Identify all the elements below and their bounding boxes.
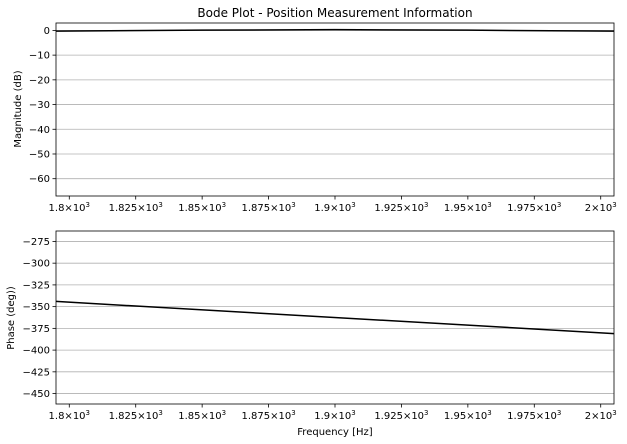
phase-x-tick-label: 1.95×103 [444,409,492,422]
phase-y-tick-label: −350 [23,302,50,313]
magnitude-y-tick-label: −20 [29,75,50,86]
phase-y-tick-label: −300 [23,259,50,270]
magnitude-ticks: 0 −10 −20 −30 −40 −50 −60 1.8×103 1.825×103 1.85×… [29,26,617,214]
phase-x-tick-label: 1.9×103 [314,409,355,422]
magnitude-axes-frame [55,22,615,197]
phase-x-tick-label: 1.875×103 [241,409,295,422]
phase-y-tick-label: −275 [23,237,50,248]
phase-y-tick-label: −325 [23,280,50,291]
phase-x-tick-label: 2×103 [585,409,617,422]
phase-x-tick-label: 1.825×103 [109,409,163,422]
chart-title: Bode Plot - Position Measurement Informa… [197,6,472,20]
magnitude-y-axis-label: Magnitude (dB) [13,70,24,147]
phase-x-tick-label: 1.85×103 [178,409,226,422]
magnitude-series-line [55,28,615,32]
magnitude-x-tick-label: 1.875×103 [241,201,295,214]
x-axis-label: Frequency [Hz] [297,427,373,438]
magnitude-y-tick-label: −30 [29,100,50,111]
phase-ticks: −275 −300 −325 −350 −375 −400 −425 −450 1.8×103 1… [23,237,617,422]
phase-y-tick-label: −375 [23,324,50,335]
phase-axes-frame [55,230,615,405]
phase-plot: Phase (deg)) Frequency [Hz] −275 −300 −325… [6,230,617,438]
phase-x-tick-label: 1.8×103 [49,409,90,422]
magnitude-y-tick-label: −40 [29,125,50,136]
magnitude-x-tick-label: 1.85×103 [178,201,226,214]
magnitude-x-tick-label: 2×103 [585,201,617,214]
magnitude-y-tick-label: −10 [29,51,50,62]
magnitude-x-tick-label: 1.825×103 [109,201,163,214]
phase-series [55,300,615,335]
magnitude-x-tick-label: 1.8×103 [49,201,90,214]
magnitude-x-tick-label: 1.9×103 [314,201,355,214]
phase-y-tick-label: −400 [23,346,50,357]
phase-y-tick-label: −450 [23,389,50,400]
phase-series-line [55,300,615,335]
magnitude-x-tick-label: 1.925×103 [374,201,428,214]
phase-x-tick-label: 1.925×103 [374,409,428,422]
magnitude-x-tick-label: 1.975×103 [507,201,561,214]
magnitude-y-tick-label: 0 [44,26,50,37]
magnitude-y-tick-label: −60 [29,174,50,185]
magnitude-x-tick-label: 1.95×103 [444,201,492,214]
phase-y-axis-label: Phase (deg)) [6,286,17,350]
phase-x-tick-label: 1.975×103 [507,409,561,422]
magnitude-plot: Bode Plot - Position Measurement Informa… [13,6,617,214]
magnitude-series [55,28,615,32]
phase-y-tick-label: −425 [23,367,50,378]
magnitude-y-tick-label: −50 [29,149,50,160]
